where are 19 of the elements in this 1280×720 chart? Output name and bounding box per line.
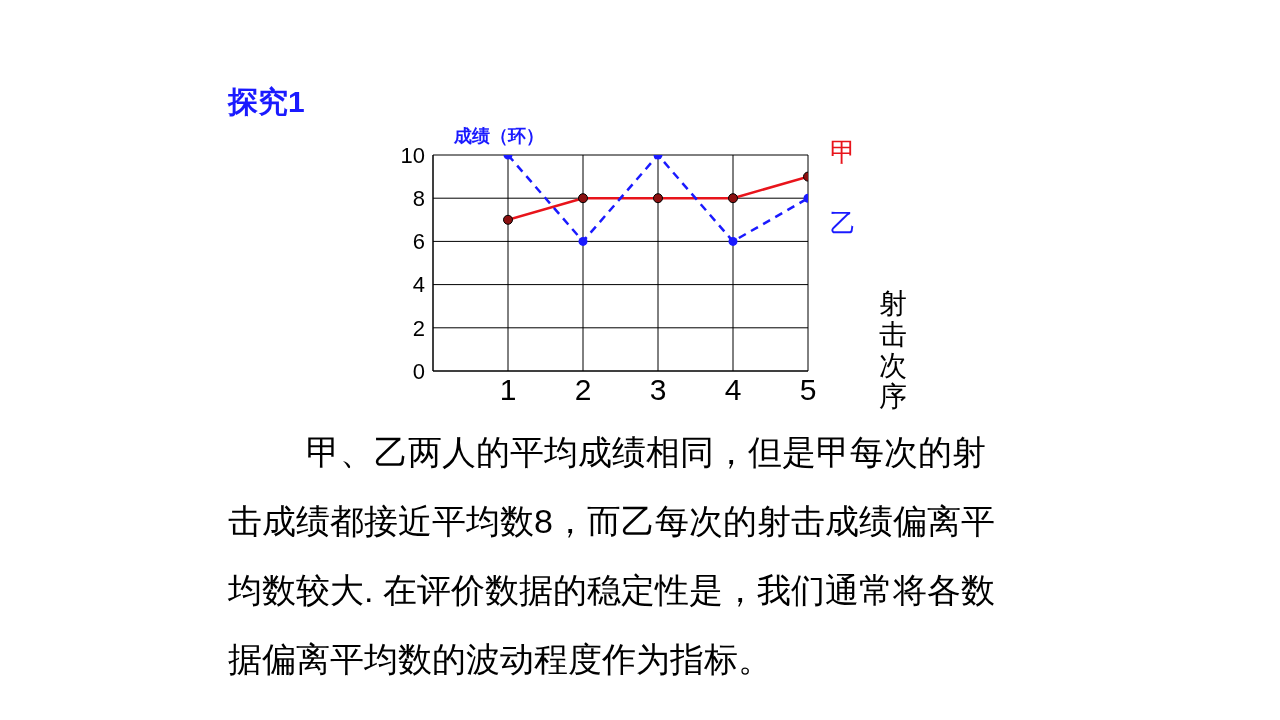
x-tick-label: 4	[724, 373, 742, 407]
chart-title: 探究1	[228, 84, 305, 120]
point	[728, 236, 738, 246]
y-tick-label: 6	[412, 229, 425, 255]
series-label: 乙	[830, 208, 856, 239]
point	[578, 236, 588, 246]
y-tick-label: 8	[412, 186, 425, 212]
x-tick-label: 1	[499, 373, 517, 407]
text: 甲、乙两人的平均成绩相同，但是甲每次的射击成绩都接近平均数8，而乙每次的射击成绩偏离平均数较大. 在评价数据的稳定性是，我们通常将各数据偏离平均数的波动程度作为指标。	[228, 432, 996, 680]
y-tick-label: 2	[412, 315, 425, 341]
x-tick-label: 2	[574, 373, 592, 407]
y-tick-label: 0	[412, 358, 425, 384]
x-axis-title: 射击次序	[879, 288, 908, 412]
x-tick-label: 5	[799, 373, 817, 407]
y-axis-title: 成绩（环）	[454, 125, 544, 148]
x-tick-label: 3	[649, 373, 667, 407]
series-label: 甲	[830, 136, 856, 167]
y-tick-label: 10	[400, 142, 425, 168]
y-tick-label: 4	[412, 272, 425, 298]
